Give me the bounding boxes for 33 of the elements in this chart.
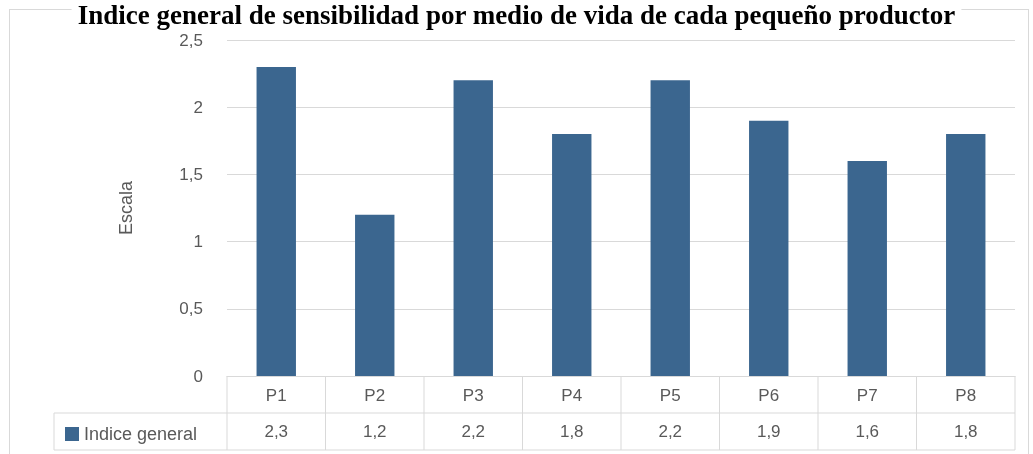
legend-label: Indice general [84,424,198,444]
data-label: 1,8 [953,422,978,441]
x-tick-label: P5 [659,386,681,405]
y-tick-label: 2,5 [179,30,203,50]
bar [847,160,887,376]
bar [355,214,395,376]
y-tick-label: 1,5 [179,164,203,184]
bar [453,80,493,376]
data-label: 1,9 [756,422,781,441]
data-label: 1,2 [362,422,387,441]
x-tick-label: P8 [955,386,977,405]
x-tick-label: P2 [364,386,386,405]
x-tick-label: P7 [856,386,878,405]
data-label: 1,6 [855,422,880,441]
y-tick-label: 1 [193,232,203,252]
y-tick-label: 0 [193,366,203,386]
x-tick-label: P3 [462,386,484,405]
data-label: 2,2 [461,422,486,441]
data-label: 1,8 [559,422,584,441]
data-label: 2,2 [658,422,683,441]
bar [650,80,690,376]
data-label: 2,3 [264,422,289,441]
x-tick-label: P4 [561,386,583,405]
y-tick-label: 0,5 [179,299,203,319]
chart-title: Indice general de sensibilidad por medio de vida de cada pequeño productor [77,0,956,30]
bar [256,66,296,376]
bar [946,134,986,376]
bar [552,134,592,376]
x-tick-label: P6 [758,386,780,405]
y-axis-title: Escala [116,180,136,236]
y-tick-label: 2 [193,97,203,117]
bar [749,120,789,376]
x-tick-label: P1 [265,386,287,405]
